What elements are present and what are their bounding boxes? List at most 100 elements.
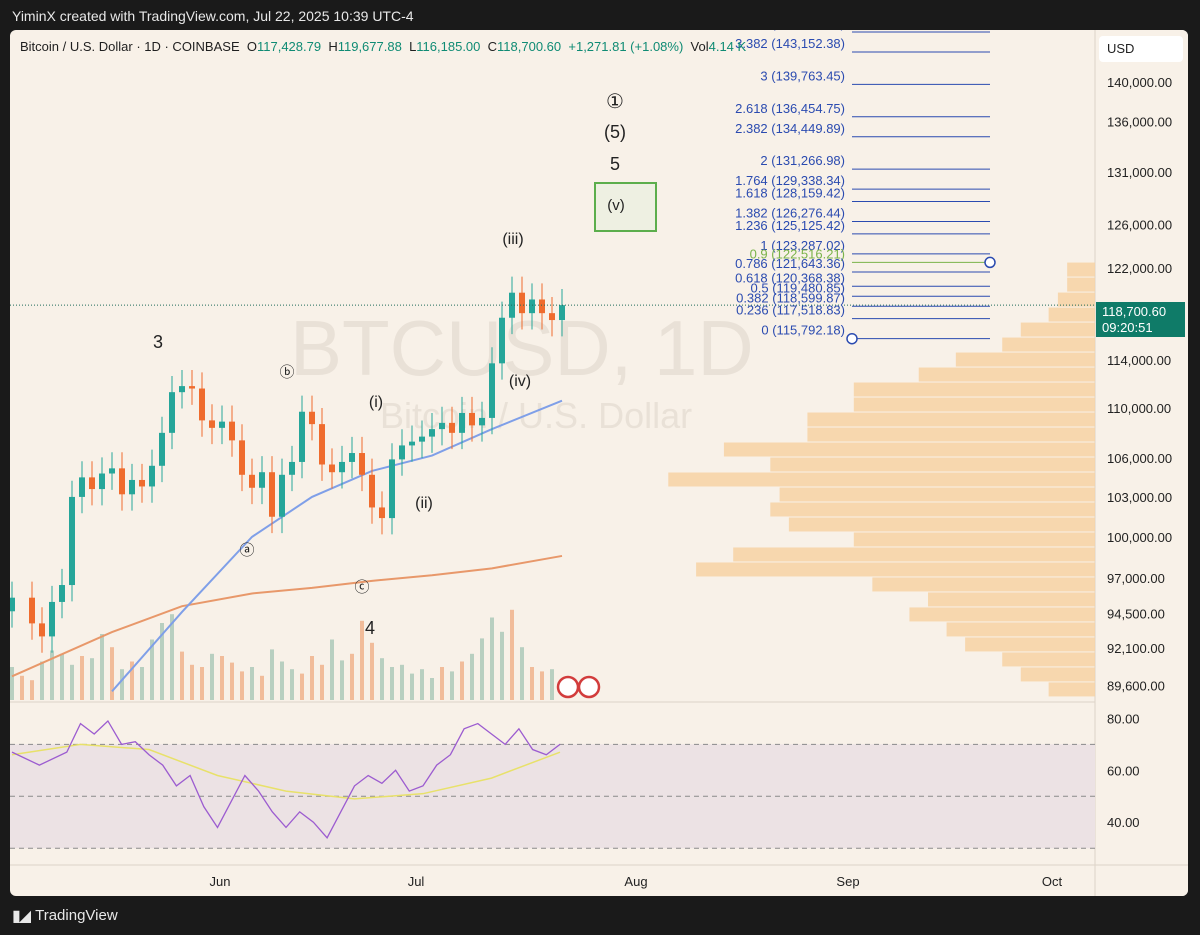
volume-bar bbox=[200, 667, 204, 700]
open-label: O bbox=[246, 39, 257, 54]
fib-label: 2.382 (134,449.89) bbox=[735, 121, 845, 136]
last-price-value: 118,700.60 bbox=[1102, 304, 1167, 319]
fib-label: 0.618 (120,368.38) bbox=[735, 270, 845, 285]
volume-profile-bar bbox=[668, 472, 1095, 487]
price-axis-tick: 131,000.00 bbox=[1107, 165, 1172, 180]
candle bbox=[379, 507, 385, 519]
wave-label: (i) bbox=[369, 394, 383, 411]
volume-bar bbox=[340, 660, 344, 700]
wave-label: 3 bbox=[153, 332, 163, 352]
volume-profile-bar bbox=[1020, 322, 1095, 337]
ohlc-legend: Bitcoin / U.S. Dollar · 1D · COINBASE O 1… bbox=[20, 39, 746, 54]
volume-profile-bar bbox=[696, 562, 1095, 577]
volume-bar bbox=[30, 680, 34, 700]
volume-bar bbox=[190, 664, 194, 700]
volume-bar bbox=[480, 638, 484, 700]
close-value: 118,700.60 bbox=[497, 39, 562, 54]
candle bbox=[29, 597, 35, 624]
volume-bar bbox=[150, 639, 154, 700]
high-value: 119,677.88 bbox=[337, 39, 402, 54]
volume-bar bbox=[400, 664, 404, 700]
fib-label: 3.618 (145,287.00) bbox=[735, 30, 845, 31]
candle bbox=[259, 472, 265, 488]
fib-label: 0.786 (121,643.36) bbox=[735, 256, 845, 271]
volume-profile-bar bbox=[853, 532, 1095, 547]
symbol-title[interactable]: Bitcoin / U.S. Dollar · 1D · COINBASE bbox=[20, 39, 240, 54]
wave-label: (ii) bbox=[415, 495, 433, 512]
candle bbox=[529, 299, 535, 314]
watermark-name: Bitcoin / U.S. Dollar bbox=[380, 395, 692, 436]
candle bbox=[269, 472, 275, 517]
volume-profile-bar bbox=[1002, 652, 1095, 667]
fib-label: 0 (115,792.18) bbox=[761, 323, 845, 338]
wave-label: (v) bbox=[607, 197, 625, 214]
wave-label: ⓒ bbox=[354, 579, 369, 596]
volume-bar bbox=[360, 620, 364, 700]
volume-profile-bar bbox=[807, 412, 1095, 427]
fib-label: 0.5 (119,480.85) bbox=[751, 280, 845, 295]
volume-bar bbox=[260, 675, 264, 700]
rsi-line bbox=[11, 719, 561, 839]
wave-label: (5) bbox=[604, 122, 626, 142]
fib-label: 1 (123,287.02) bbox=[760, 238, 845, 253]
candle bbox=[129, 479, 135, 495]
candle bbox=[179, 386, 185, 393]
volume-bar bbox=[180, 651, 184, 700]
candle bbox=[119, 468, 125, 495]
ma-fast-line bbox=[111, 399, 563, 693]
volume-bar bbox=[470, 653, 474, 700]
volume-bar bbox=[100, 634, 104, 700]
volume-profile-bar bbox=[1020, 667, 1095, 682]
caption-text: YiminX created with TradingView.com, Jul… bbox=[12, 8, 414, 24]
caption-bar: YiminX created with TradingView.com, Jul… bbox=[0, 0, 1200, 30]
fib-label: 0.236 (117,518.83) bbox=[736, 303, 845, 318]
candle bbox=[239, 440, 245, 475]
candle bbox=[559, 305, 565, 321]
volume-bar bbox=[170, 614, 174, 700]
volume-bar bbox=[210, 653, 214, 700]
fib-label: 0.382 (118,599.87) bbox=[736, 290, 845, 305]
volume-bar bbox=[390, 667, 394, 700]
volume-profile-bar bbox=[788, 517, 1095, 532]
rsi-ma-line bbox=[11, 743, 561, 800]
volume-profile-bar bbox=[909, 607, 1095, 622]
volume-bar bbox=[60, 653, 64, 700]
volume-profile-bar bbox=[1067, 277, 1095, 292]
tradingview-logo[interactable]: ▮◢ TradingView bbox=[12, 906, 118, 925]
candle bbox=[10, 597, 15, 612]
candle bbox=[199, 388, 205, 421]
price-axis-tick: 100,000.00 bbox=[1107, 530, 1172, 545]
wave-label: 5 bbox=[610, 154, 620, 174]
fib-label: 1.382 (126,276.44) bbox=[735, 206, 845, 221]
volume-profile-bar bbox=[918, 367, 1095, 382]
volume-bar bbox=[40, 661, 44, 700]
price-axis-tick: 122,000.00 bbox=[1107, 261, 1172, 276]
volume-bar bbox=[240, 671, 244, 700]
volume-bar bbox=[430, 678, 434, 700]
candle bbox=[79, 477, 85, 497]
volume-bar bbox=[350, 653, 354, 700]
fib-label: 2 (131,266.98) bbox=[760, 153, 845, 168]
volume-bar bbox=[550, 669, 554, 700]
price-axis-tick: 94,500.00 bbox=[1107, 606, 1165, 621]
currency-label: USD bbox=[1107, 41, 1135, 56]
volume-bar bbox=[500, 631, 504, 700]
volume-bar bbox=[220, 656, 224, 700]
volume-bar bbox=[370, 642, 374, 700]
vol-value: 4.14 K bbox=[708, 39, 747, 54]
volume-bar bbox=[270, 649, 274, 700]
volume-profile-bar bbox=[770, 457, 1095, 472]
us-flag-icon bbox=[577, 675, 601, 699]
price-axis-tick: 92,100.00 bbox=[1107, 641, 1165, 656]
volume-profile-bar bbox=[965, 637, 1095, 652]
volume-bar bbox=[290, 669, 294, 700]
fib-label: 1.618 (128,159.42) bbox=[735, 186, 845, 201]
candle bbox=[519, 292, 525, 314]
time-axis-tick: Sep bbox=[836, 874, 859, 889]
currency-button[interactable]: USD bbox=[1099, 36, 1183, 62]
volume-bar bbox=[510, 609, 514, 700]
fib-label: 1.764 (129,338.34) bbox=[735, 173, 845, 188]
candle bbox=[459, 412, 465, 433]
